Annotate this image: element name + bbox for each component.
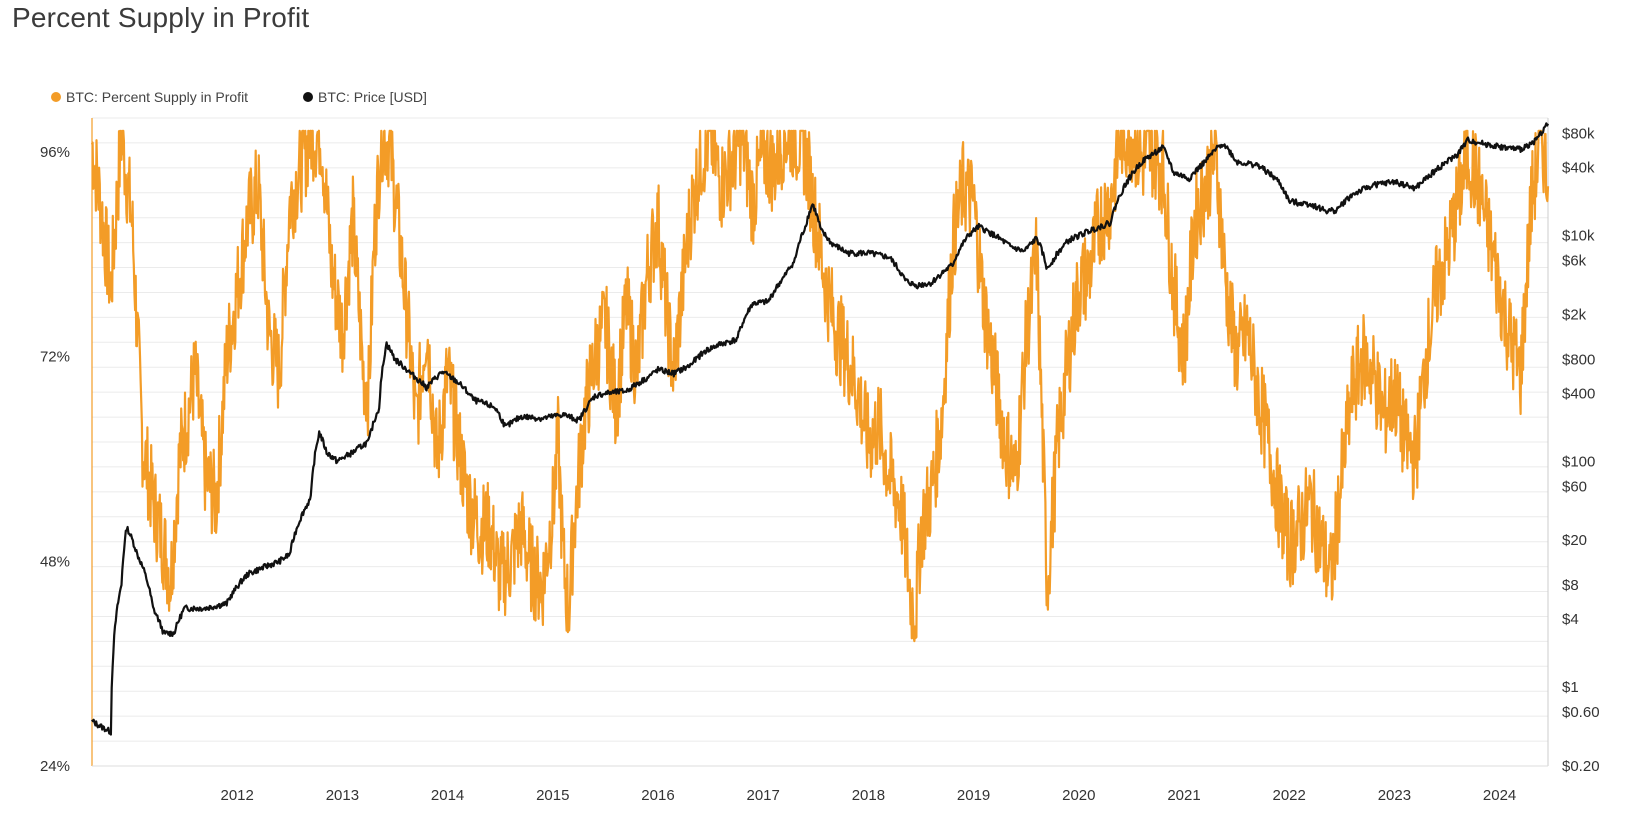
y-right-tick-label: $100 bbox=[1562, 453, 1595, 470]
x-tick-label: 2019 bbox=[957, 787, 990, 804]
y-left-tick-label: 96% bbox=[40, 144, 70, 161]
y-right-tick-label: $2k bbox=[1562, 306, 1587, 323]
x-tick-label: 2017 bbox=[747, 787, 780, 804]
x-tick-label: 2024 bbox=[1483, 787, 1516, 804]
legend-label-btc-price: BTC: Price [USD] bbox=[318, 89, 427, 105]
x-tick-label: 2014 bbox=[431, 787, 464, 804]
x-tick-label: 2012 bbox=[220, 787, 253, 804]
y-right-tick-label: $0.60 bbox=[1562, 704, 1600, 721]
y-right-tick-label: $60 bbox=[1562, 478, 1587, 495]
legend-label-percent-supply-in-profit: BTC: Percent Supply in Profit bbox=[66, 89, 248, 105]
x-tick-label: 2021 bbox=[1167, 787, 1200, 804]
y-left-tick-label: 24% bbox=[40, 758, 70, 775]
y-right-tick-label: $40k bbox=[1562, 160, 1595, 177]
x-tick-label: 2018 bbox=[852, 787, 885, 804]
x-tick-label: 2016 bbox=[641, 787, 674, 804]
legend-marker-percent-supply-in-profit bbox=[51, 92, 61, 102]
y-right-tick-label: $800 bbox=[1562, 351, 1595, 368]
y-right-tick-label: $6k bbox=[1562, 253, 1587, 270]
x-tick-label: 2023 bbox=[1378, 787, 1411, 804]
chart-title: Percent Supply in Profit bbox=[12, 2, 310, 33]
y-right-tick-label: $0.20 bbox=[1562, 758, 1600, 775]
y-right-tick-label: $400 bbox=[1562, 385, 1595, 402]
x-tick-label: 2013 bbox=[326, 787, 359, 804]
x-tick-label: 2015 bbox=[536, 787, 569, 804]
y-right-tick-label: $20 bbox=[1562, 532, 1587, 549]
x-tick-label: 2022 bbox=[1273, 787, 1306, 804]
y-left-tick-label: 72% bbox=[40, 349, 70, 366]
y-right-tick-label: $10k bbox=[1562, 228, 1595, 245]
x-tick-label: 2020 bbox=[1062, 787, 1095, 804]
y-right-tick-label: $4 bbox=[1562, 611, 1579, 628]
y-right-tick-label: $1 bbox=[1562, 679, 1579, 696]
legend-marker-btc-price bbox=[303, 92, 313, 102]
series-line-percent-supply-in-profit bbox=[90, 129, 1550, 643]
y-right-tick-label: $80k bbox=[1562, 126, 1595, 143]
series-line-btc-price bbox=[91, 122, 1550, 736]
y-right-tick-label: $8 bbox=[1562, 577, 1579, 594]
y-left-tick-label: 48% bbox=[40, 553, 70, 570]
